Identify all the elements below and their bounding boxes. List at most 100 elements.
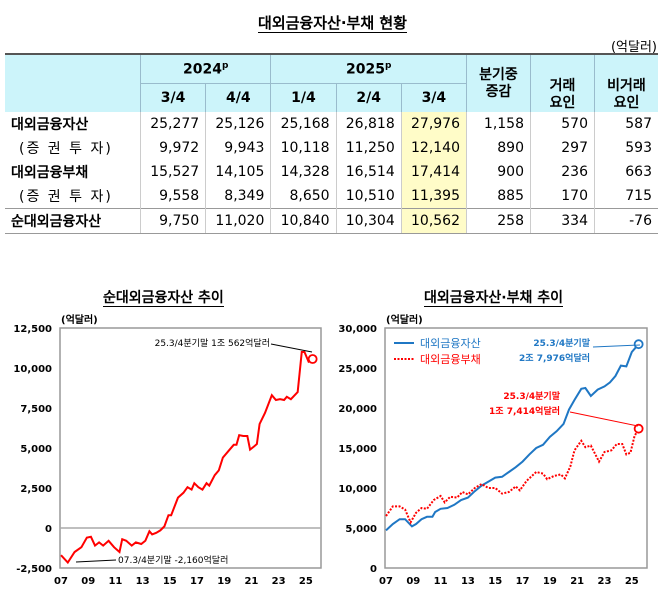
y-unit-label: (억달러) <box>386 313 423 326</box>
annotation-arrow <box>75 559 117 563</box>
table-cell: 1,158 <box>466 112 531 136</box>
table-cell: 26,818 <box>335 112 402 136</box>
quarter-header: 2/4 <box>335 83 402 112</box>
table-cell: 9,750 <box>139 208 206 234</box>
table-cell: 593 <box>594 136 658 160</box>
table-cell: 17,414 <box>400 160 467 184</box>
y-tick-label: -2,500 <box>16 564 52 575</box>
plot-frame <box>59 327 322 569</box>
x-tick-label: 17 <box>190 576 204 587</box>
y-tick-label: 25,000 <box>338 364 377 375</box>
table-cell: 25,168 <box>270 112 337 136</box>
annotation-liabilities: 1조 7,414억달러 <box>489 405 560 417</box>
annotation-liabilities: 25.3/4분기말 <box>503 390 560 402</box>
y-unit-label: (억달러) <box>61 313 98 326</box>
table-row: 대외금융부채 15,527 14,105 14,328 16,514 17,414 900 2… <box>5 160 658 184</box>
x-tick-label: 21 <box>244 576 258 587</box>
table-cell: 10,304 <box>335 208 402 234</box>
table-cell: 16,514 <box>335 160 402 184</box>
table-cell: 9,943 <box>205 136 271 160</box>
table-cell: 587 <box>594 112 658 136</box>
x-tick-label: 09 <box>81 576 95 587</box>
table-cell: 715 <box>594 184 658 209</box>
x-tick-label: 13 <box>461 576 475 587</box>
quarter-header: 3/4 <box>400 83 467 112</box>
table-row: (증 권 투 자) 9,558 8,349 8,650 10,510 11,395 885 1… <box>5 184 658 209</box>
endpoint-marker <box>633 423 644 434</box>
table-cell: 10,510 <box>335 184 402 209</box>
summary-table: 2024p 2025p 분기중 증감 거래 요인 비거래 요인 3/4 4/4 1/… <box>5 53 658 234</box>
table-cell: 258 <box>466 208 531 234</box>
legend-label-assets: 대외금융자산 <box>420 337 481 350</box>
series-line <box>385 428 640 525</box>
annotation-min: 07.3/4분기말 -2,160억달러 <box>118 554 228 566</box>
change-header: 분기중 증감 <box>466 54 531 112</box>
y-tick-label: 30,000 <box>338 324 377 335</box>
y-tick-label: 10,000 <box>338 484 377 495</box>
x-tick-label: 07 <box>379 576 393 587</box>
y-tick-label: 10,000 <box>13 364 52 375</box>
table-cell: 236 <box>530 160 595 184</box>
row-label: 순대외금융자산 <box>5 208 141 234</box>
endpoint-marker <box>633 339 644 350</box>
table-cell: 15,527 <box>139 160 206 184</box>
table-cell: 11,395 <box>400 184 467 209</box>
year-header: 2025p <box>270 54 467 84</box>
table-cell: 9,558 <box>139 184 206 209</box>
x-tick-label: 15 <box>488 576 502 587</box>
y-tick-label: 15,000 <box>338 444 377 455</box>
y-tick-label: 20,000 <box>338 404 377 415</box>
page-title: 대외금융자산·부채 현황 <box>258 14 407 33</box>
table-cell: 8,650 <box>270 184 337 209</box>
annotation-arrow <box>569 411 639 427</box>
table-cell: 9,972 <box>139 136 206 160</box>
table-cell: 25,277 <box>139 112 206 136</box>
quarter-header: 4/4 <box>205 83 271 112</box>
plot-frame <box>384 327 648 569</box>
table-cell: 10,562 <box>400 208 467 234</box>
table-cell: 900 <box>466 160 531 184</box>
x-tick-label: 21 <box>570 576 584 587</box>
x-tick-label: 23 <box>272 576 286 587</box>
x-tick-label: 13 <box>136 576 150 587</box>
table-cell: 170 <box>530 184 595 209</box>
annotation-arrow <box>270 343 313 353</box>
table-cell: 890 <box>466 136 531 160</box>
table-cell: 570 <box>530 112 595 136</box>
table-cell: 27,976 <box>400 112 467 136</box>
chart-title-net: 순대외금융자산 추이 <box>103 290 224 307</box>
row-label: (증 권 투 자) <box>19 189 113 205</box>
table-cell: -76 <box>594 208 658 234</box>
year-header: 2024p <box>139 54 271 84</box>
table-cell: 12,140 <box>400 136 467 160</box>
y-tick-label: 2,500 <box>20 484 52 495</box>
annotation-assets: 25.3/4분기말 <box>533 337 590 349</box>
table-cell: 25,126 <box>205 112 271 136</box>
annotation-latest: 25.3/4분기말 1조 562억달러 <box>155 337 270 349</box>
x-tick-label: 09 <box>406 576 420 587</box>
table-cell: 885 <box>466 184 531 209</box>
series-line <box>385 343 640 532</box>
y-tick-label: 5,000 <box>20 444 52 455</box>
y-tick-label: 12,500 <box>13 324 52 335</box>
legend-label-liabilities: 대외금융부채 <box>420 353 481 366</box>
x-tick-label: 15 <box>163 576 177 587</box>
table-cell: 11,250 <box>335 136 402 160</box>
x-tick-label: 17 <box>516 576 530 587</box>
table-cell: 8,349 <box>205 184 271 209</box>
table-cell: 334 <box>530 208 595 234</box>
chart-title-assets-liabilities: 대외금융자산·부채 추이 <box>424 290 563 307</box>
quarter-header: 1/4 <box>270 83 337 112</box>
table-cell: 663 <box>594 160 658 184</box>
x-tick-label: 07 <box>54 576 68 587</box>
series-line <box>60 351 314 565</box>
nontrade-header: 비거래 요인 <box>594 54 658 112</box>
x-tick-label: 11 <box>434 576 448 587</box>
y-tick-label: 0 <box>45 524 52 535</box>
trade-header: 거래 요인 <box>530 54 595 112</box>
unit-label: (억달러) <box>610 40 657 55</box>
x-tick-label: 19 <box>217 576 231 587</box>
endpoint-marker <box>307 354 318 364</box>
corner-cell <box>5 54 141 112</box>
